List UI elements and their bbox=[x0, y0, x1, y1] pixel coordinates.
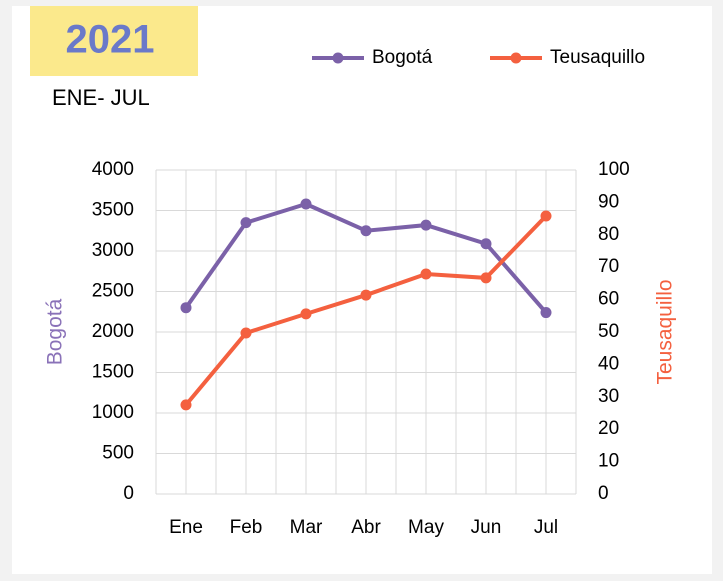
legend-marker bbox=[510, 52, 522, 64]
y2-tick-label: 60 bbox=[598, 289, 619, 310]
y-tick-label: 2500 bbox=[92, 281, 134, 302]
data-point bbox=[300, 308, 312, 320]
legend-label: Teusaquillo bbox=[550, 47, 645, 68]
chart-subtitle: ENE- JUL bbox=[52, 85, 150, 110]
data-point bbox=[540, 210, 552, 222]
y-tick-label: 500 bbox=[102, 443, 134, 464]
y2-tick-label: 0 bbox=[598, 483, 609, 504]
y2-tick-label: 70 bbox=[598, 256, 619, 277]
x-tick-label: May bbox=[408, 517, 444, 538]
y2-axis-label: Teusaquillo bbox=[654, 279, 677, 384]
x-tick-label: Mar bbox=[290, 517, 323, 538]
y2-tick-label: 80 bbox=[598, 224, 619, 245]
y-tick-label: 4000 bbox=[92, 159, 134, 180]
data-point bbox=[420, 219, 432, 231]
data-point bbox=[240, 217, 252, 229]
y2-tick-label: 20 bbox=[598, 418, 619, 439]
panel bbox=[12, 6, 712, 574]
y2-tick-label: 50 bbox=[598, 321, 619, 342]
y-tick-label: 3500 bbox=[92, 200, 134, 221]
x-tick-label: Abr bbox=[351, 517, 381, 538]
y2-tick-label: 10 bbox=[598, 451, 619, 472]
y-axis-label: Bogotá bbox=[44, 298, 67, 365]
x-tick-label: Jul bbox=[534, 517, 558, 538]
legend-label: Bogotá bbox=[372, 47, 433, 68]
y2-tick-label: 100 bbox=[598, 159, 630, 180]
data-point bbox=[420, 268, 432, 280]
chart-title: 2021 bbox=[66, 18, 155, 62]
y2-tick-label: 30 bbox=[598, 386, 619, 407]
x-tick-label: Jun bbox=[471, 517, 502, 538]
data-point bbox=[180, 302, 192, 314]
data-point bbox=[360, 225, 372, 237]
y-tick-label: 1500 bbox=[92, 362, 134, 383]
y-tick-label: 2000 bbox=[92, 321, 134, 342]
y2-tick-label: 90 bbox=[598, 191, 619, 212]
data-point bbox=[480, 238, 492, 250]
data-point bbox=[300, 198, 312, 210]
x-tick-label: Ene bbox=[169, 517, 203, 538]
data-point bbox=[480, 272, 492, 284]
data-point bbox=[180, 399, 192, 411]
data-point bbox=[240, 327, 252, 339]
legend-marker bbox=[332, 52, 344, 64]
data-point bbox=[540, 307, 552, 319]
data-point bbox=[360, 289, 372, 301]
y-tick-label: 0 bbox=[123, 483, 134, 504]
y-tick-label: 3000 bbox=[92, 240, 134, 261]
y2-tick-label: 40 bbox=[598, 353, 619, 374]
title-box bbox=[30, 6, 198, 76]
y-tick-label: 1000 bbox=[92, 402, 134, 423]
x-tick-label: Feb bbox=[230, 517, 263, 538]
